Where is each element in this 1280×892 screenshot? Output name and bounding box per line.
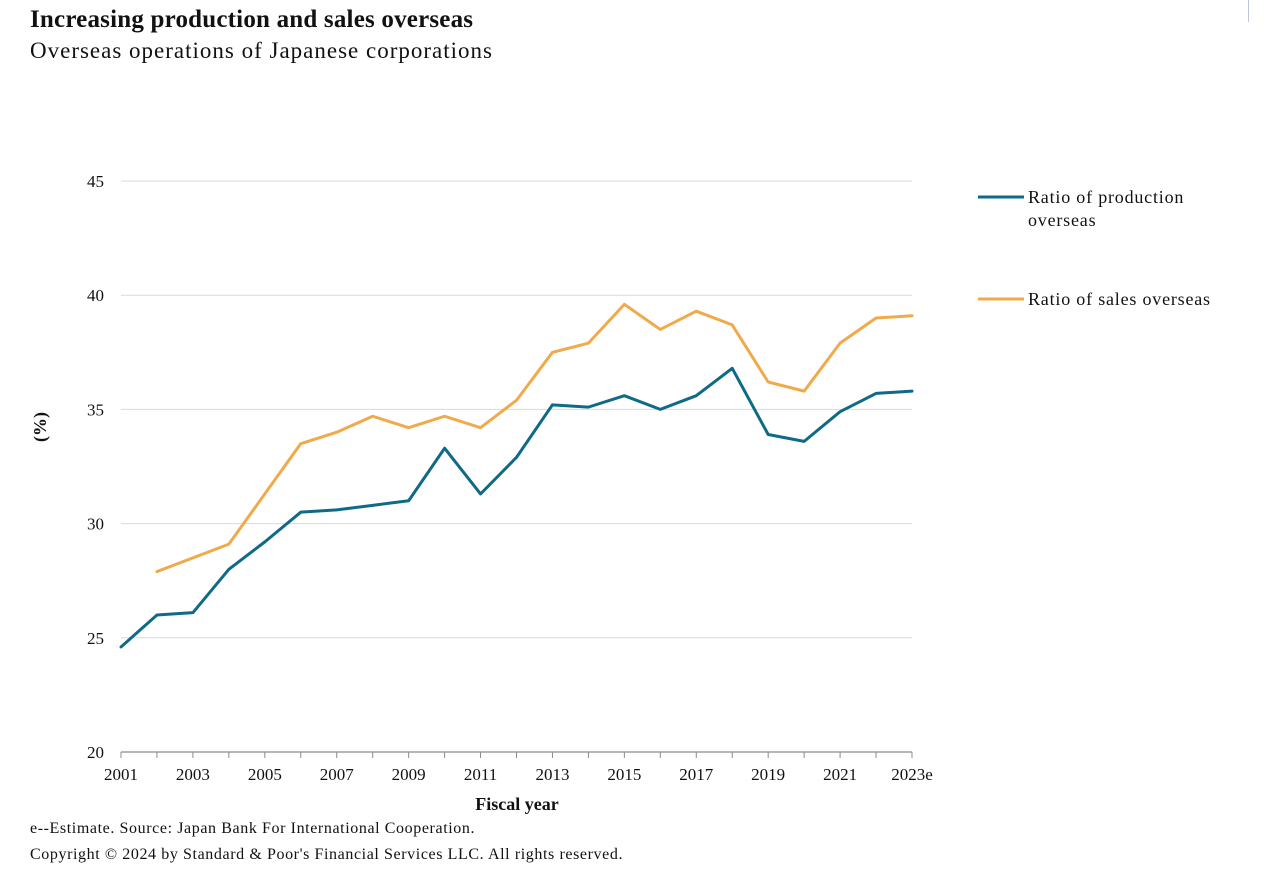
- x-tick-labels: 2001 2003 2005 2007 2009 2011 2013 2015 2017 2019…: [104, 765, 933, 784]
- data-point: [479, 492, 482, 496]
- x-tick-label: 2003: [176, 765, 210, 784]
- data-point: [443, 415, 446, 418]
- y-tick-labels: 20 25 30 35 40 45: [87, 172, 104, 762]
- data-point: [838, 410, 842, 413]
- data-point: [515, 399, 518, 402]
- data-point: [766, 380, 770, 384]
- edge-divider: [1248, 0, 1249, 22]
- y-tick-label: 20: [87, 743, 104, 762]
- data-point: [731, 323, 734, 327]
- data-point: [587, 405, 590, 409]
- x-tick-label: 2013: [535, 765, 569, 784]
- data-point: [155, 613, 159, 617]
- data-point: [407, 426, 410, 429]
- data-point: [263, 540, 267, 544]
- data-point: [515, 456, 518, 459]
- x-tick-label: 2001: [104, 765, 138, 784]
- x-axis-title: Fiscal year: [475, 794, 558, 814]
- data-point: [695, 309, 698, 313]
- y-tick-label: 25: [87, 629, 104, 648]
- data-point: [802, 440, 806, 443]
- y-tick-label: 45: [87, 172, 104, 191]
- data-point: [443, 447, 446, 450]
- data-point: [659, 408, 662, 411]
- data-point: [191, 556, 195, 560]
- series-lines: [119, 302, 914, 649]
- data-point: [155, 570, 159, 573]
- x-tick-label: 2019: [751, 765, 785, 784]
- data-point: [910, 314, 914, 317]
- axes: [120, 751, 913, 758]
- y-tick-label: 35: [87, 400, 104, 419]
- data-point: [191, 611, 195, 614]
- y-tick-label: 40: [87, 286, 104, 305]
- x-tick-label: 2023e: [891, 765, 933, 784]
- copyright: Copyright © 2024 by Standard & Poor's Fi…: [30, 846, 624, 863]
- series-line-sales: [155, 302, 914, 574]
- chart-title: Increasing production and sales overseas: [30, 6, 474, 33]
- data-point: [802, 389, 806, 393]
- data-point: [766, 433, 770, 436]
- data-point: [731, 367, 734, 370]
- data-point: [227, 568, 231, 571]
- y-tick-label: 30: [87, 515, 104, 534]
- x-tick-label: 2017: [679, 765, 714, 784]
- x-tick-label: 2011: [464, 765, 497, 784]
- data-point: [874, 392, 878, 395]
- data-point: [119, 645, 123, 649]
- gridlines: [121, 180, 912, 639]
- x-tick-label: 2005: [248, 765, 282, 784]
- data-point: [838, 341, 842, 345]
- x-tick-label: 2015: [607, 765, 641, 784]
- legend-label: overseas: [1028, 210, 1096, 230]
- data-point: [551, 351, 554, 354]
- data-point: [335, 431, 338, 434]
- legend-label: Ratio of production: [1028, 187, 1184, 207]
- footnote: e--Estimate. Source: Japan Bank For Inte…: [30, 820, 476, 837]
- data-point: [551, 403, 554, 407]
- data-point: [299, 510, 302, 514]
- data-point: [623, 303, 626, 306]
- series-line-production: [119, 366, 914, 649]
- legend: Ratio of production overseas Ratio of sale…: [978, 187, 1211, 309]
- data-point: [479, 426, 482, 429]
- data-point: [623, 394, 626, 397]
- data-point: [659, 328, 662, 331]
- chart-subtitle: Overseas operations of Japanese corporat…: [30, 38, 493, 63]
- x-tick-label: 2007: [320, 765, 355, 784]
- data-point: [227, 542, 231, 546]
- x-tick-label: 2009: [392, 765, 426, 784]
- data-point: [695, 394, 698, 397]
- data-point: [371, 415, 374, 418]
- y-axis-title: (%): [30, 412, 51, 442]
- data-point: [407, 499, 410, 502]
- data-point: [335, 508, 338, 512]
- data-point: [299, 442, 302, 445]
- data-point: [263, 492, 267, 496]
- data-point: [587, 341, 590, 345]
- legend-label: Ratio of sales overseas: [1028, 289, 1211, 309]
- x-tick-label: 2021: [823, 765, 857, 784]
- data-point: [874, 316, 878, 320]
- data-point: [371, 504, 374, 507]
- data-point: [910, 389, 914, 393]
